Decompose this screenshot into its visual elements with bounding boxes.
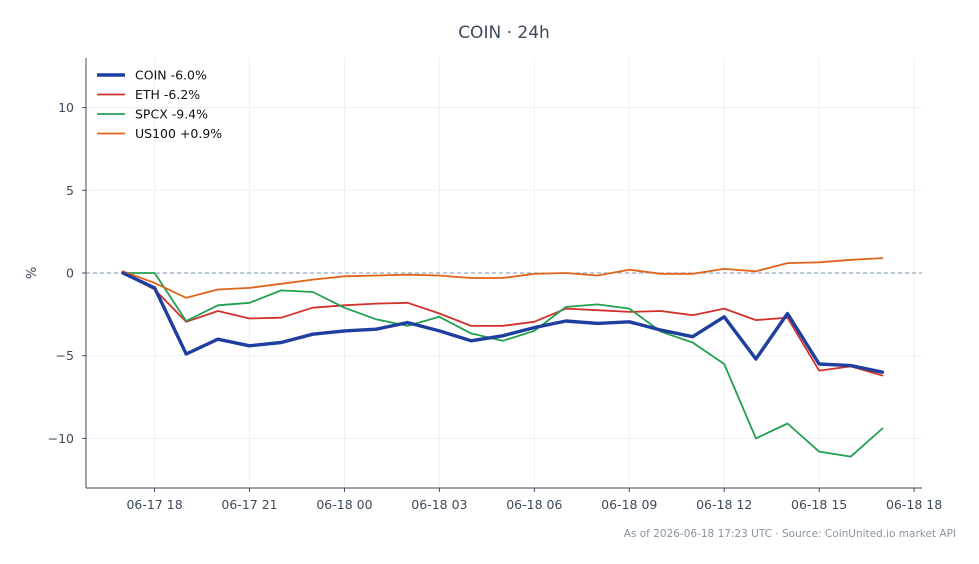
y-tick-label: −10	[48, 431, 74, 446]
legend-label-2: ETH -6.2%	[135, 87, 200, 102]
x-tick-label: 06-18 06	[506, 497, 562, 512]
x-tick-label: 06-18 09	[601, 497, 657, 512]
x-tick-label: 06-18 18	[886, 497, 942, 512]
x-tick-label: 06-18 00	[316, 497, 372, 512]
x-tick-label: 06-18 03	[411, 497, 467, 512]
series-line-1	[121, 271, 885, 374]
x-tick-label: 06-18 12	[696, 497, 752, 512]
y-tick-label: 5	[66, 183, 74, 198]
legend-label-4: US100 +0.9%	[135, 126, 222, 141]
legend: COIN -6.0% ETH -6.2% SPCX -9.4% US100 +0.9%	[97, 68, 222, 141]
series-line-3	[122, 272, 884, 458]
y-tick-label: −5	[56, 348, 74, 363]
series-line-2	[122, 272, 884, 377]
legend-label-1: COIN -6.0%	[135, 68, 207, 83]
y-axis-ticks: −10 −5 0 5 10	[48, 100, 86, 446]
chart-title: COIN · 24h	[458, 23, 550, 43]
x-axis-ticks: 06-17 18 06-17 21 06-18 00 06-18 03 06-18 06…	[126, 488, 942, 512]
y-tick-label: 0	[66, 266, 74, 281]
series-line-4	[122, 257, 884, 299]
grid	[86, 58, 922, 488]
legend-label-3: SPCX -9.4%	[135, 107, 208, 122]
source-note: As of 2026-06-18 17:23 UTC · Source: Coi…	[623, 528, 956, 540]
y-tick-label: 10	[58, 100, 74, 115]
x-tick-label: 06-17 21	[221, 497, 277, 512]
x-tick-label: 06-17 18	[126, 497, 182, 512]
series-lines	[121, 257, 885, 458]
x-tick-label: 06-18 15	[791, 497, 847, 512]
y-axis-label: %	[25, 267, 40, 279]
